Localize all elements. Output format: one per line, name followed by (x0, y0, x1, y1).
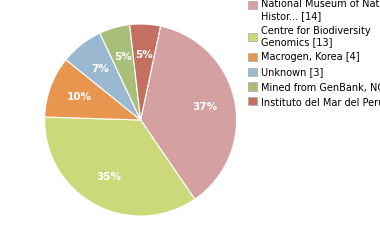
Wedge shape (130, 24, 161, 120)
Wedge shape (141, 26, 237, 199)
Wedge shape (44, 117, 195, 216)
Legend: Smithsonian Institution,
National Museum of Natural
Histor... [14], Centre for B: Smithsonian Institution, National Museum… (246, 0, 380, 109)
Text: 37%: 37% (192, 102, 217, 112)
Text: 5%: 5% (114, 52, 131, 62)
Text: 5%: 5% (135, 50, 153, 60)
Text: 35%: 35% (97, 172, 122, 182)
Wedge shape (66, 33, 141, 120)
Text: 10%: 10% (67, 92, 92, 102)
Wedge shape (44, 60, 141, 120)
Text: 7%: 7% (91, 64, 109, 74)
Wedge shape (100, 25, 141, 120)
